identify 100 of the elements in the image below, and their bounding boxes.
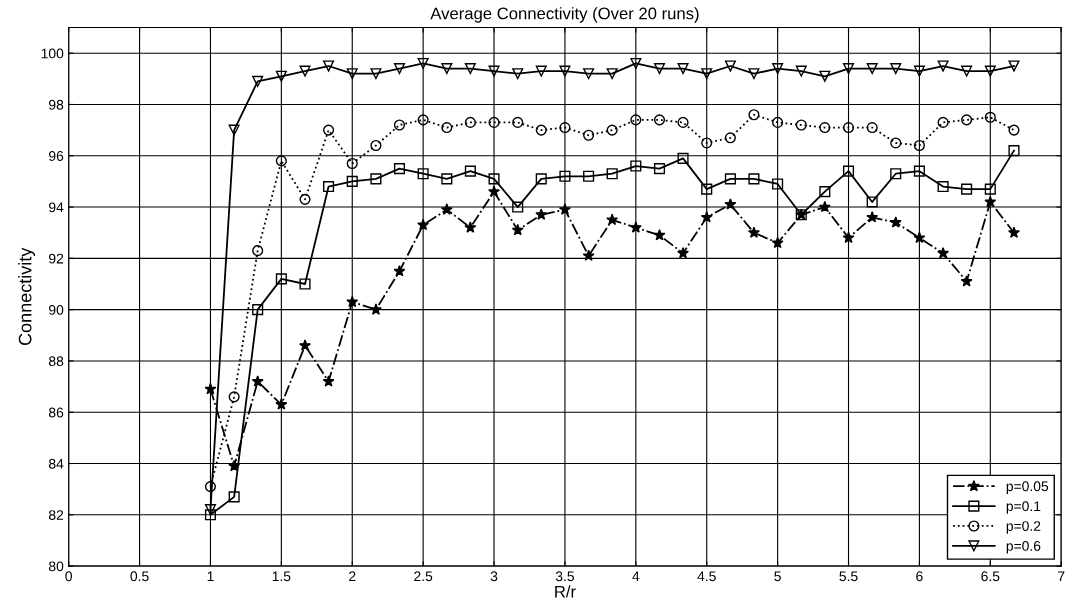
point [677,152,689,164]
point [488,65,500,77]
point [1008,226,1020,238]
y-tick-label: 80 [48,561,64,572]
y-tick-label: 100 [41,48,64,59]
point [299,339,312,351]
point [464,116,476,128]
point [795,65,807,77]
point [606,124,618,136]
y-axis-title: Connectivity [18,247,36,346]
point [346,68,358,80]
point [1008,60,1020,72]
point [370,139,382,152]
point [630,57,642,70]
x-tick-label: 3 [490,571,498,582]
point [984,195,997,208]
point [842,63,855,75]
point [441,173,453,185]
y-tick-label: 88 [48,356,64,367]
point [748,68,760,80]
point [488,116,500,128]
point [913,139,925,152]
point [701,183,713,195]
point [890,168,902,180]
point [937,246,950,259]
point [818,200,831,213]
point [440,203,453,215]
point [583,170,595,182]
point [606,68,618,80]
point [771,236,784,249]
y-tick-label: 92 [49,253,64,264]
point [251,375,264,387]
point [819,186,831,198]
point [512,116,524,128]
point [204,382,217,395]
x-axis-title: R/r [555,585,576,598]
point [842,231,855,244]
x-tick-label: 2 [349,571,356,582]
point [488,173,500,185]
x-tick-label: 4 [632,571,640,582]
point [890,137,902,149]
point [889,216,902,228]
point [701,68,713,80]
point [630,160,642,172]
point [535,124,547,136]
point [275,155,287,167]
point [984,111,996,123]
point [393,163,406,175]
point [204,481,217,493]
legend-label: p=0.05 [1006,481,1049,494]
point [653,163,666,175]
point [464,63,476,75]
point [748,173,760,185]
point [653,114,666,126]
legend-label: p=0.6 [1006,541,1041,554]
point [724,198,737,210]
point [913,165,925,177]
point [677,63,689,75]
y-tick-label: 98 [49,99,64,110]
point [937,180,949,193]
point [275,273,287,285]
point [393,264,406,277]
point [724,173,736,185]
point [819,122,831,134]
x-tick-label: 1 [207,571,214,582]
point [370,68,382,80]
point [606,213,619,226]
point [558,203,571,215]
point [984,65,996,77]
point [701,137,713,149]
point [772,63,784,75]
y-tick-label: 82 [48,510,64,520]
x-tick-label: 0 [65,571,72,582]
point [535,173,547,185]
point [511,223,524,236]
point [630,114,642,126]
point [441,63,453,75]
point [747,226,760,238]
point [582,249,595,261]
point [417,218,430,231]
point [464,221,477,233]
x-tick-label: 1.5 [272,571,291,582]
point [393,63,406,75]
point [228,391,240,403]
point [819,70,831,82]
point [653,229,666,241]
y-tick-label: 96 [49,151,64,161]
point [842,165,855,177]
point [937,116,949,128]
point [606,168,618,180]
point [535,208,548,220]
point [535,65,547,77]
point [464,165,476,177]
point [866,122,878,134]
x-tick-label: 5.5 [839,571,858,582]
point [559,170,571,182]
point [961,65,973,77]
point [393,119,406,131]
point [252,304,264,316]
point [890,63,902,75]
